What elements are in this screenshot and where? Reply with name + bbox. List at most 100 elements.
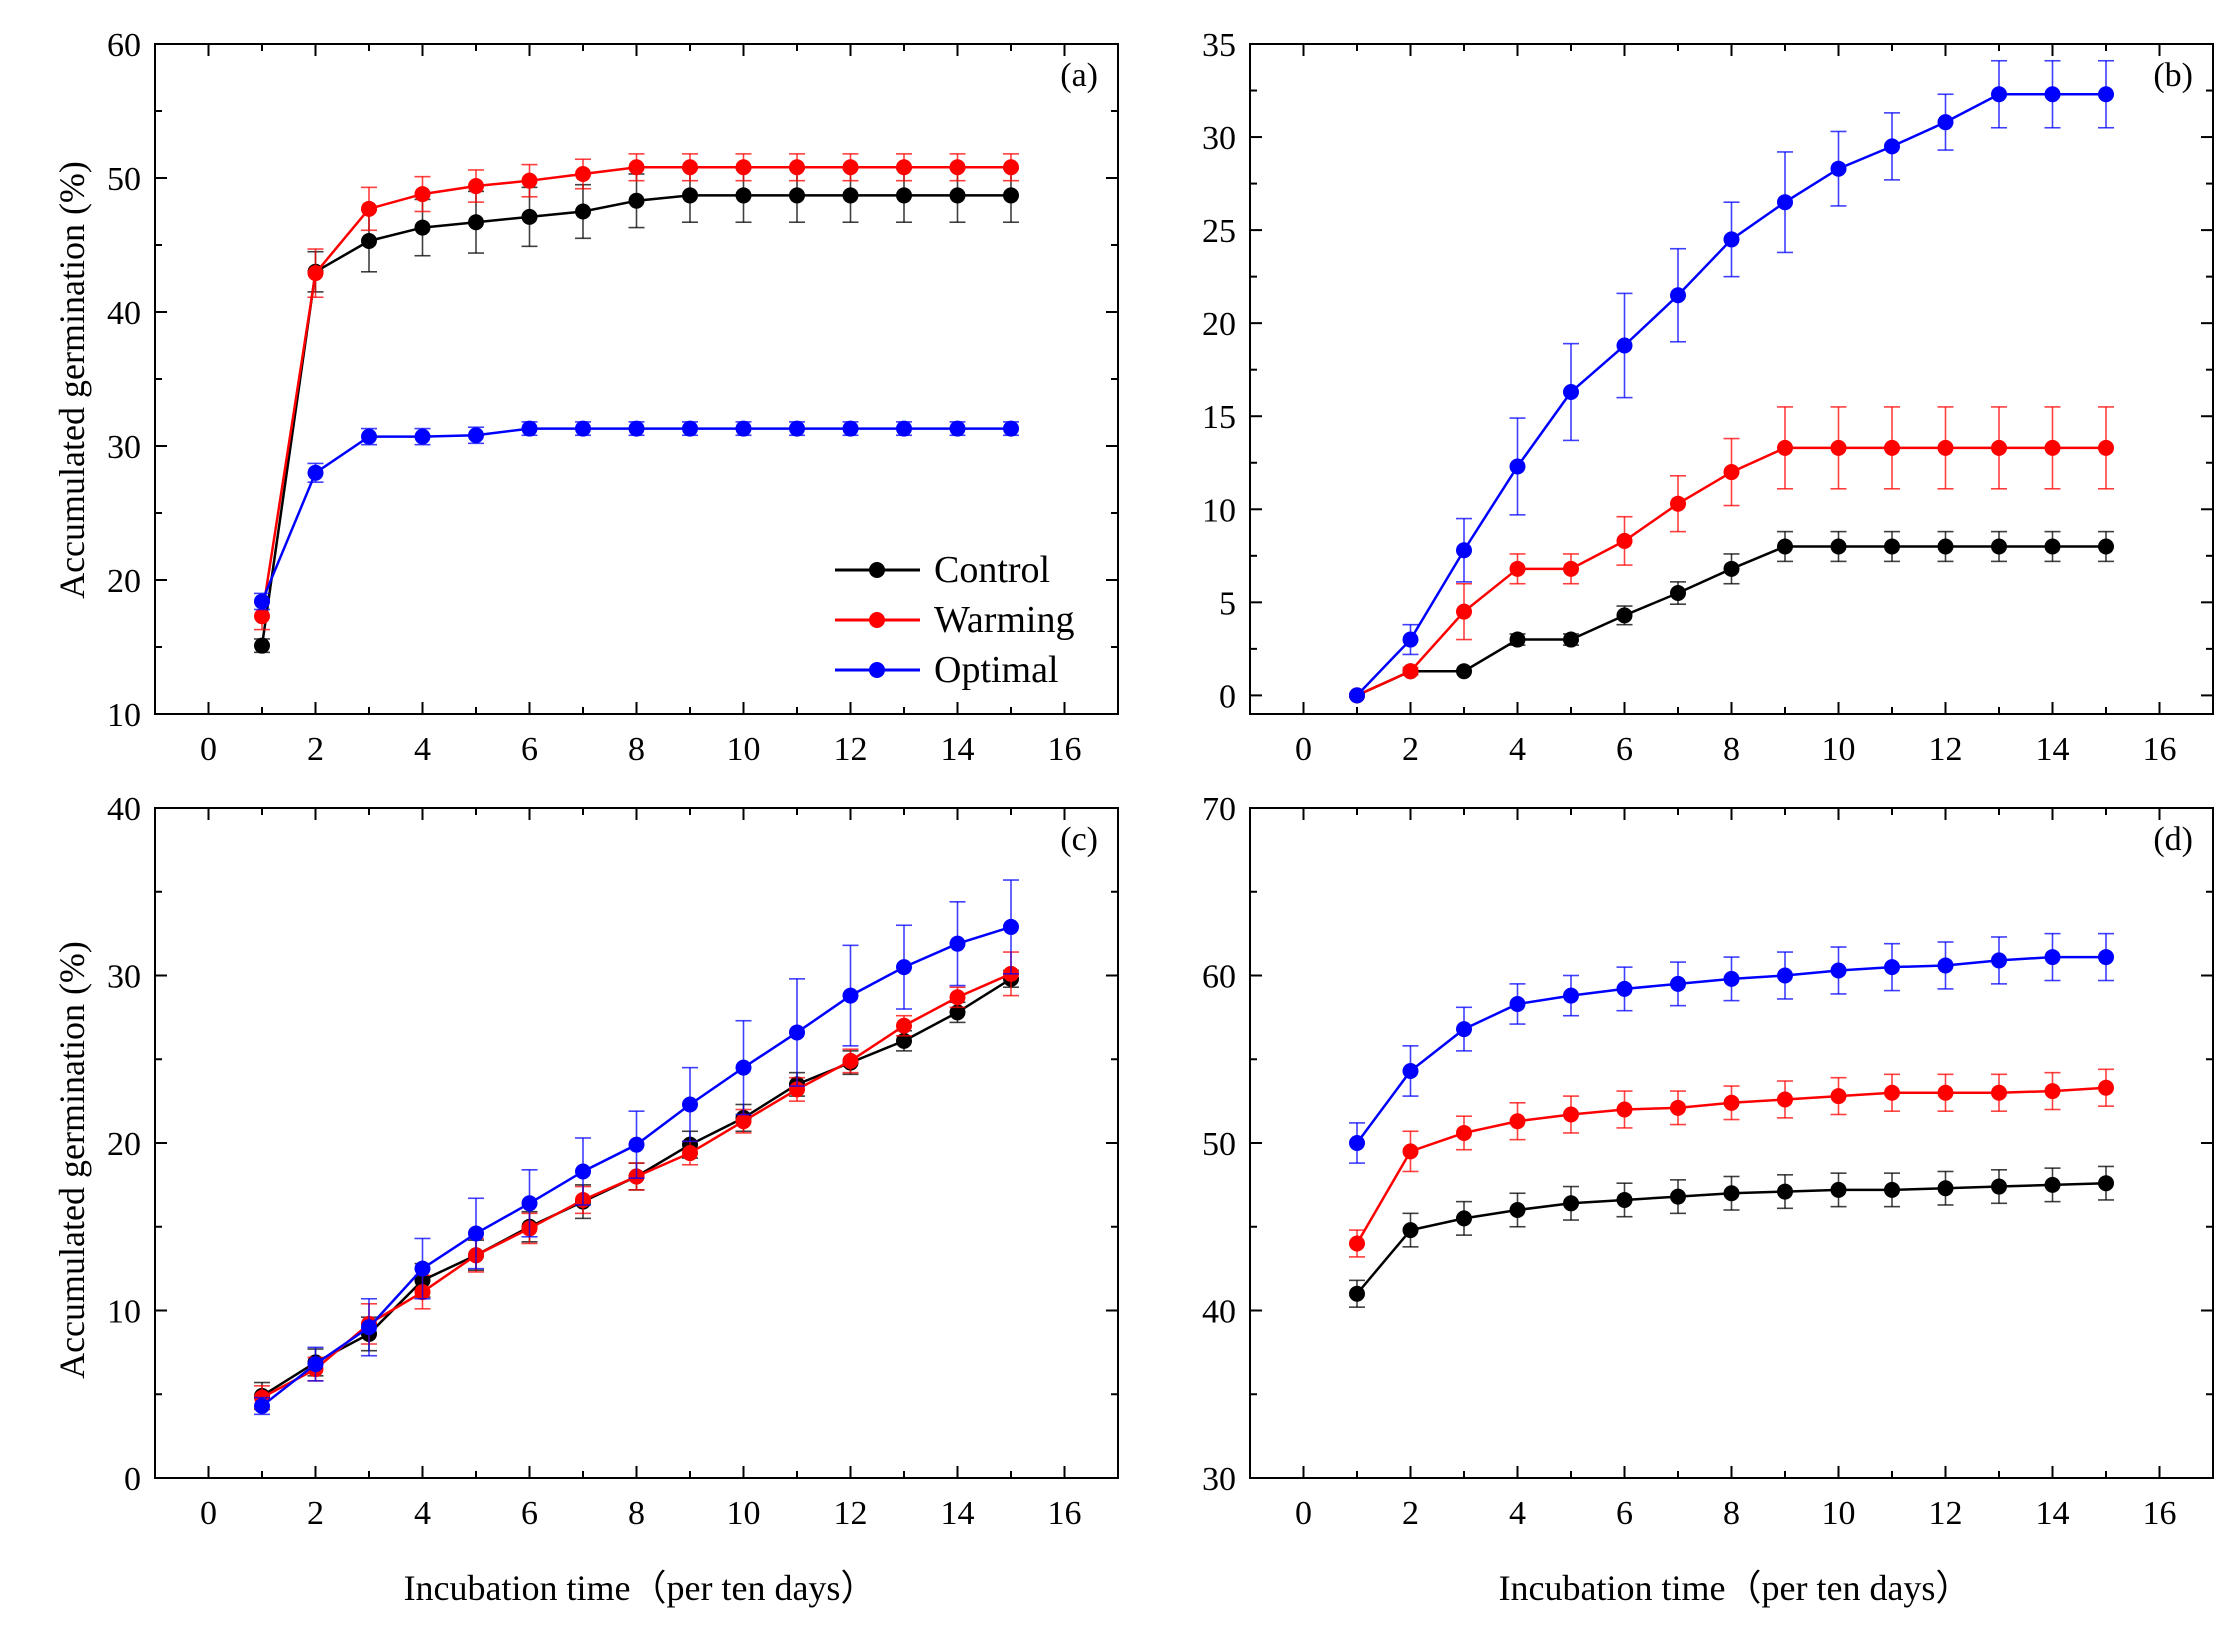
x-tick-label-c: 14 bbox=[941, 1495, 975, 1532]
y-tick-label-c: 30 bbox=[107, 959, 141, 996]
data-point bbox=[1563, 384, 1579, 401]
data-point bbox=[949, 1004, 966, 1021]
series-optimal-c bbox=[254, 879, 1019, 1416]
data-point bbox=[414, 1260, 431, 1277]
y-tick-label-d: 40 bbox=[1202, 1294, 1236, 1331]
data-point bbox=[254, 608, 270, 625]
data-point bbox=[842, 420, 859, 437]
data-point bbox=[1670, 975, 1686, 992]
legend-marker-control bbox=[869, 562, 885, 578]
y-tick-label-d: 50 bbox=[1202, 1126, 1236, 1163]
y-tick-label-d: 30 bbox=[1202, 1461, 1236, 1498]
data-point bbox=[1616, 337, 1633, 354]
data-point bbox=[2098, 949, 2114, 966]
data-point bbox=[1830, 1088, 1847, 1105]
x-tick-label-d: 2 bbox=[1402, 1495, 1419, 1532]
series-optimal-d bbox=[1349, 932, 2114, 1164]
x-tick-label-c: 0 bbox=[200, 1495, 217, 1532]
data-point bbox=[896, 420, 912, 437]
y-tick-label-b: 0 bbox=[1219, 678, 1236, 715]
x-tick-label-d: 0 bbox=[1295, 1495, 1312, 1532]
series-warming-a bbox=[254, 153, 1019, 631]
legend-label-control: Control bbox=[934, 549, 1050, 591]
data-point bbox=[1937, 538, 1954, 555]
data-point bbox=[1509, 631, 1526, 648]
x-tick-label-b: 8 bbox=[1723, 731, 1740, 768]
data-point bbox=[949, 159, 966, 176]
data-point bbox=[1937, 957, 1954, 974]
data-point bbox=[1349, 1235, 1365, 1252]
data-point bbox=[789, 1024, 805, 1041]
panel-b: 0 2 4 6 8 10 12 14 16 0 5 10 15 20 25 30 35 (b) bbox=[1202, 27, 2214, 768]
data-point bbox=[628, 192, 645, 209]
data-point bbox=[1509, 1202, 1526, 1218]
data-point bbox=[468, 214, 484, 231]
data-point bbox=[1991, 439, 2007, 456]
data-point bbox=[842, 159, 859, 176]
x-tick-label-a: 2 bbox=[307, 731, 324, 768]
y-tick-label-d: 70 bbox=[1202, 791, 1236, 828]
x-tick-label-b: 14 bbox=[2036, 731, 2070, 768]
x-tick-label-c: 6 bbox=[521, 1495, 538, 1532]
data-point bbox=[949, 420, 966, 437]
x-tick-label-a: 0 bbox=[200, 731, 217, 768]
data-point bbox=[1349, 1135, 1365, 1151]
data-point bbox=[575, 203, 591, 220]
data-point bbox=[575, 420, 591, 437]
data-point bbox=[468, 427, 484, 444]
panel-label-b: (b) bbox=[2153, 57, 2193, 94]
data-point bbox=[1670, 287, 1686, 304]
data-point bbox=[949, 187, 966, 204]
data-point bbox=[1723, 1094, 1740, 1111]
data-point bbox=[1830, 538, 1847, 555]
data-point bbox=[1777, 538, 1793, 555]
data-point bbox=[1723, 560, 1740, 577]
data-point bbox=[1777, 439, 1793, 456]
data-point bbox=[896, 1032, 912, 1049]
data-point bbox=[1003, 187, 1019, 204]
panel-label-a: (a) bbox=[1060, 57, 1098, 94]
data-point bbox=[1723, 464, 1740, 481]
data-point bbox=[1830, 160, 1847, 177]
panel-a: 0 2 4 6 8 10 12 14 16 10 20 30 40 50 60 (a) bbox=[107, 27, 1119, 768]
x-axis-title-right: Incubation time（per ten days） bbox=[1499, 1568, 1972, 1608]
y-tick-label-b: 5 bbox=[1219, 585, 1236, 622]
data-point bbox=[1830, 1181, 1847, 1198]
data-point bbox=[1670, 1099, 1686, 1116]
x-tick-label-a: 4 bbox=[414, 731, 431, 768]
data-point bbox=[1884, 538, 1900, 555]
legend-marker-optimal bbox=[869, 662, 885, 678]
x-tick-label-b: 12 bbox=[1929, 731, 1963, 768]
data-point bbox=[1616, 980, 1633, 997]
series-control-d bbox=[1349, 1165, 2114, 1308]
series-optimal-b bbox=[1349, 59, 2114, 704]
data-point bbox=[2044, 439, 2061, 456]
series-optimal-a bbox=[254, 420, 1019, 611]
series-control-a bbox=[254, 167, 1019, 654]
data-point bbox=[1402, 631, 1419, 648]
data-point bbox=[1991, 952, 2007, 969]
data-point bbox=[1884, 138, 1900, 155]
data-point bbox=[2098, 86, 2114, 103]
y-tick-label-a: 50 bbox=[107, 161, 141, 198]
data-point bbox=[575, 165, 591, 182]
data-point bbox=[1991, 1178, 2007, 1195]
x-tick-label-d: 8 bbox=[1723, 1495, 1740, 1532]
data-point bbox=[1937, 114, 1954, 131]
y-tick-label-a: 30 bbox=[107, 429, 141, 466]
data-point bbox=[361, 200, 377, 217]
data-point bbox=[1402, 1062, 1419, 1079]
data-point bbox=[1003, 159, 1019, 176]
data-point bbox=[468, 1225, 484, 1242]
data-point bbox=[1563, 631, 1579, 648]
data-point bbox=[2044, 949, 2061, 966]
data-point bbox=[2098, 439, 2114, 456]
data-point bbox=[1456, 542, 1472, 559]
series-warming-d bbox=[1349, 1068, 2114, 1258]
data-point bbox=[1937, 439, 1954, 456]
y-tick-label-b: 10 bbox=[1202, 492, 1236, 529]
data-point bbox=[1003, 420, 1019, 437]
x-tick-label-d: 16 bbox=[2143, 1495, 2177, 1532]
data-point bbox=[682, 1096, 698, 1113]
data-point bbox=[254, 593, 270, 610]
